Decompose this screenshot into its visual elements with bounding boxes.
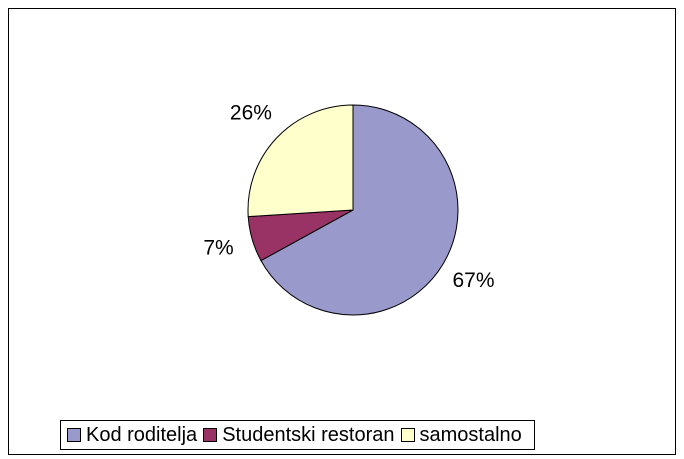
legend-label: Kod roditelja xyxy=(86,423,198,446)
legend: Kod roditelja Studentski restoran samostal… xyxy=(60,420,535,450)
legend-swatch xyxy=(400,428,415,442)
legend-label: Studentski restoran xyxy=(222,423,395,446)
data-label: 7% xyxy=(203,237,233,260)
legend-label: samostalno xyxy=(419,423,522,446)
legend-item: Studentski restoran xyxy=(203,423,395,447)
legend-swatch xyxy=(203,428,218,442)
data-label: 67% xyxy=(452,269,494,292)
pie-slice xyxy=(260,104,459,316)
legend-item: samostalno xyxy=(400,423,522,447)
legend-swatch xyxy=(67,428,81,442)
legend-item: Kod roditelja xyxy=(67,424,197,447)
pie-slice xyxy=(247,104,354,218)
data-label: 26% xyxy=(230,102,272,125)
